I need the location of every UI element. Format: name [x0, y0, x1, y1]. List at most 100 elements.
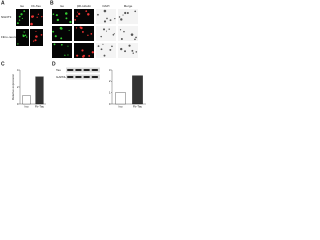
- cell: [132, 52, 134, 54]
- cell: [120, 47, 123, 51]
- micrograph: [52, 26, 72, 41]
- column-label: DAPI: [102, 4, 109, 8]
- cell: [81, 30, 84, 33]
- cell: [131, 49, 134, 52]
- cell: [113, 33, 115, 35]
- cell: [120, 37, 123, 40]
- panel-letter: B: [50, 0, 54, 6]
- cell: [68, 29, 70, 31]
- cell: [56, 18, 60, 22]
- page: A B C D Iso Fb-Tau NIH3T3 Fibro-neuron Iso βI…: [0, 0, 150, 111]
- cell: [55, 14, 58, 17]
- figure: A B C D Iso Fb-Tau NIH3T3 Fibro-neuron Iso βI…: [1, 0, 146, 108]
- row-label: Fibro-neuron: [1, 35, 19, 39]
- cell: [97, 45, 100, 48]
- cell: [76, 15, 78, 18]
- column-label: Iso: [20, 4, 24, 8]
- cell: [109, 48, 112, 51]
- cell: [120, 18, 123, 21]
- bar: [132, 75, 143, 105]
- cell: [76, 11, 78, 13]
- cell: [20, 13, 23, 16]
- cell: [124, 50, 126, 53]
- column-label: Fb-Tau: [31, 4, 41, 8]
- micrograph: [96, 43, 116, 58]
- cell: [30, 22, 33, 26]
- cell: [75, 27, 78, 29]
- cell: [16, 22, 19, 25]
- cell: [21, 17, 23, 20]
- cell: [87, 13, 90, 16]
- cell: [124, 11, 127, 15]
- cell: [41, 15, 43, 18]
- cell: [18, 19, 21, 21]
- cell: [64, 54, 66, 56]
- y-tick-label: 3: [109, 68, 111, 72]
- cell: [122, 14, 124, 16]
- blot-band: [67, 69, 74, 71]
- micrograph: [30, 9, 43, 26]
- bar: [35, 76, 44, 105]
- cell: [87, 34, 89, 37]
- blot-strip: [66, 74, 100, 80]
- cell: [23, 10, 26, 13]
- micrograph: [118, 9, 138, 24]
- cell: [67, 54, 69, 56]
- blot-band: [91, 76, 99, 78]
- cell: [24, 34, 27, 37]
- cell: [118, 16, 121, 18]
- cell: [53, 43, 56, 46]
- y-tick-label: 0: [109, 102, 111, 106]
- cell: [135, 36, 137, 39]
- cell: [109, 19, 112, 22]
- blot-band: [83, 76, 90, 78]
- cell: [112, 33, 115, 36]
- cell: [52, 30, 55, 33]
- micrograph: [74, 43, 94, 58]
- cell: [102, 28, 106, 31]
- cell: [78, 12, 81, 15]
- cell: [111, 45, 113, 48]
- cell: [134, 10, 137, 13]
- cell: [74, 18, 77, 21]
- blot-band: [75, 69, 82, 71]
- cell: [103, 9, 107, 13]
- y-tick-label: 2: [17, 85, 19, 89]
- micrograph: [16, 29, 29, 46]
- cell: [135, 51, 138, 53]
- cell: [103, 54, 106, 57]
- cell: [134, 38, 136, 41]
- cell: [65, 12, 68, 15]
- column-label: Iso: [60, 4, 64, 8]
- blot-label: Tau: [56, 68, 61, 72]
- cell: [76, 54, 79, 57]
- cell: [81, 49, 84, 52]
- cell: [32, 15, 35, 18]
- bar: [22, 95, 31, 105]
- cell: [105, 30, 108, 32]
- cell: [85, 10, 88, 12]
- cell: [35, 35, 37, 38]
- cell: [130, 33, 134, 36]
- cell: [97, 13, 99, 16]
- x-tick-label: Iso: [24, 104, 28, 108]
- micrograph: [52, 43, 72, 58]
- micrograph: [118, 26, 138, 41]
- bar: [115, 92, 126, 105]
- cell: [60, 37, 63, 40]
- cell: [52, 13, 55, 15]
- row-label: NIH3T3: [1, 15, 12, 19]
- x-tick-label: Fb-Tau: [133, 104, 143, 108]
- blot-band: [75, 76, 82, 78]
- cell: [103, 20, 107, 23]
- cell: [40, 34, 43, 36]
- cell: [32, 40, 35, 42]
- cell: [67, 45, 69, 47]
- cell: [100, 35, 102, 38]
- y-tick-label: 2: [109, 79, 111, 83]
- cell: [100, 48, 103, 51]
- micrograph: [74, 26, 94, 41]
- panel-letter: A: [1, 0, 5, 6]
- cell: [17, 43, 19, 45]
- cell: [91, 51, 94, 54]
